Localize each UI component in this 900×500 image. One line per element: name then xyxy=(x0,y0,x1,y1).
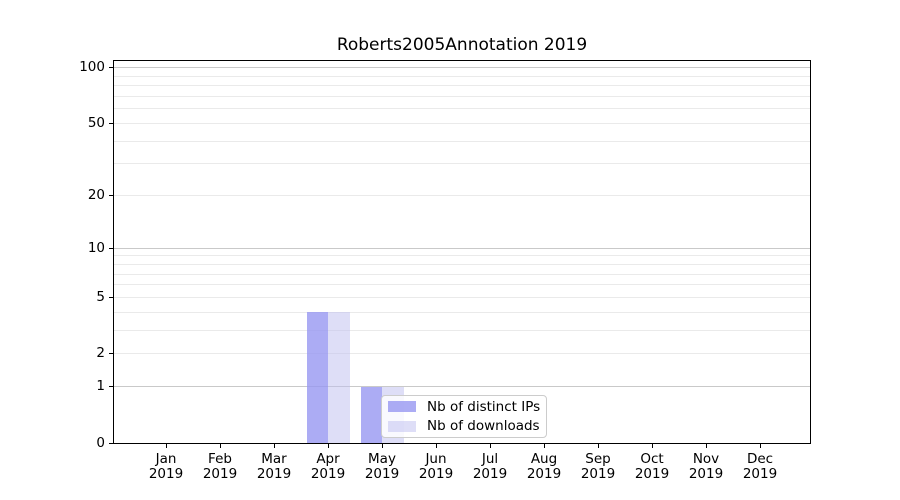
gridline-y-20 xyxy=(114,195,810,197)
x-tick-label-apr: Apr 2019 xyxy=(310,451,346,482)
gridline-y-3 xyxy=(114,329,810,331)
x-tick-label-mar: Mar 2019 xyxy=(256,451,292,482)
y-tick-label-50: 50 xyxy=(87,114,105,131)
y-tick-50 xyxy=(109,122,113,124)
gridline-y-2 xyxy=(114,353,810,355)
gridline-major-y-100 xyxy=(114,67,810,69)
legend-swatch-distinct-ips xyxy=(388,401,416,413)
x-tick-apr xyxy=(327,444,329,448)
x-tick-label-jan: Jan 2019 xyxy=(148,451,184,482)
bar-nb-of-distinct-ips-apr xyxy=(306,312,328,443)
x-tick-dec xyxy=(759,444,761,448)
y-tick-label-10: 10 xyxy=(87,239,105,256)
x-tick-label-sep: Sep 2019 xyxy=(580,451,616,482)
y-tick-1 xyxy=(109,386,113,388)
x-tick-jan xyxy=(165,444,167,448)
legend-item-downloads: Nb of downloads xyxy=(388,417,540,437)
y-tick-label-0: 0 xyxy=(96,434,105,451)
gridline-y-5 xyxy=(114,296,810,298)
y-tick-label-2: 2 xyxy=(96,345,105,362)
x-tick-label-jun: Jun 2019 xyxy=(418,451,454,482)
legend-item-distinct-ips: Nb of distinct IPs xyxy=(388,397,540,417)
gridline-y-9 xyxy=(114,255,810,257)
legend: Nb of distinct IPs Nb of downloads xyxy=(381,395,547,438)
y-tick-20 xyxy=(109,195,113,197)
x-tick-may xyxy=(381,444,383,448)
gridline-y-50 xyxy=(114,122,810,124)
x-tick-jun xyxy=(435,444,437,448)
legend-label-distinct-ips: Nb of distinct IPs xyxy=(427,398,541,415)
y-tick-100 xyxy=(109,67,113,69)
x-tick-label-oct: Oct 2019 xyxy=(634,451,670,482)
gridline-y-60 xyxy=(114,108,810,110)
legend-label-downloads: Nb of downloads xyxy=(427,418,540,435)
y-tick-10 xyxy=(109,247,113,249)
y-tick-label-1: 1 xyxy=(96,378,105,395)
x-tick-nov xyxy=(705,444,707,448)
x-tick-oct xyxy=(651,444,653,448)
x-tick-sep xyxy=(597,444,599,448)
y-tick-5 xyxy=(109,296,113,298)
gridline-y-80 xyxy=(114,85,810,87)
gridline-y-6 xyxy=(114,284,810,286)
x-tick-label-nov: Nov 2019 xyxy=(688,451,724,482)
x-tick-aug xyxy=(543,444,545,448)
gridline-y-40 xyxy=(114,140,810,142)
x-tick-label-aug: Aug 2019 xyxy=(526,451,562,482)
y-tick-label-20: 20 xyxy=(87,187,105,204)
x-tick-label-jul: Jul 2019 xyxy=(472,451,508,482)
bar-nb-of-distinct-ips-may xyxy=(360,386,382,443)
gridline-y-70 xyxy=(114,96,810,98)
x-tick-label-may: May 2019 xyxy=(364,451,400,482)
x-tick-label-dec: Dec 2019 xyxy=(742,451,778,482)
x-tick-feb xyxy=(219,444,221,448)
chart-title: Roberts2005Annotation 2019 xyxy=(336,35,588,55)
y-tick-label-5: 5 xyxy=(96,288,105,305)
gridline-major-y-1 xyxy=(114,386,810,388)
gridline-y-90 xyxy=(114,75,810,77)
gridline-y-8 xyxy=(114,263,810,265)
y-tick-0 xyxy=(109,442,113,444)
legend-swatch-downloads xyxy=(388,420,416,432)
gridline-y-7 xyxy=(114,273,810,275)
x-tick-jul xyxy=(489,444,491,448)
gridline-major-y-10 xyxy=(114,247,810,249)
gridline-y-4 xyxy=(114,311,810,313)
bar-nb-of-downloads-apr xyxy=(328,312,350,443)
gridline-y-30 xyxy=(114,163,810,165)
y-tick-label-100: 100 xyxy=(79,59,105,76)
x-tick-label-feb: Feb 2019 xyxy=(202,451,238,482)
x-tick-mar xyxy=(273,444,275,448)
y-tick-2 xyxy=(109,353,113,355)
